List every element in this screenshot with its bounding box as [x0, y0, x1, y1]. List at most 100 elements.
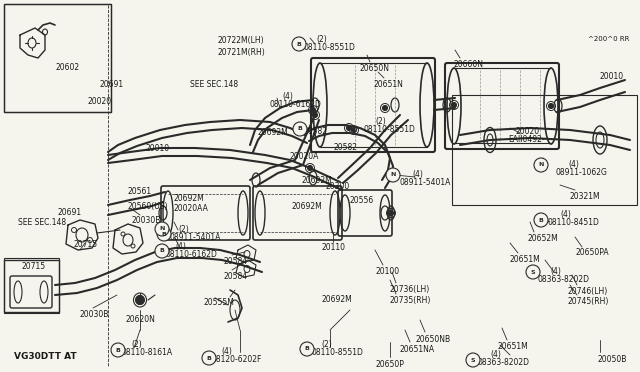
- Text: 08911-1062G: 08911-1062G: [555, 168, 607, 177]
- Text: B: B: [159, 248, 164, 253]
- Text: 20010: 20010: [600, 72, 624, 81]
- Text: (4): (4): [412, 170, 423, 179]
- Ellipse shape: [548, 103, 554, 109]
- Text: B: B: [161, 231, 166, 237]
- Text: 08363-8202D: 08363-8202D: [537, 275, 589, 284]
- Text: (2): (2): [131, 340, 141, 349]
- Text: 20650NB: 20650NB: [415, 335, 450, 344]
- Text: 20650P: 20650P: [375, 360, 404, 369]
- Text: 20020: 20020: [516, 127, 540, 136]
- Text: 20650PA: 20650PA: [575, 248, 609, 257]
- Text: 20582: 20582: [304, 127, 328, 136]
- Text: 20050B: 20050B: [597, 355, 627, 364]
- Text: 20721M(RH): 20721M(RH): [217, 48, 265, 57]
- Text: 20652M: 20652M: [527, 234, 557, 243]
- Text: 20030B: 20030B: [131, 216, 161, 225]
- Text: N: N: [538, 163, 544, 167]
- Text: 20555M: 20555M: [203, 298, 234, 307]
- Text: 20692M: 20692M: [291, 202, 322, 211]
- Bar: [452, 95, 637, 205]
- Text: 20660N: 20660N: [453, 60, 483, 69]
- Text: 20736(LH): 20736(LH): [390, 285, 430, 294]
- Text: N: N: [390, 173, 396, 177]
- Ellipse shape: [383, 106, 387, 110]
- Text: (4): (4): [175, 242, 186, 251]
- Text: 20651M: 20651M: [510, 255, 541, 264]
- Text: (2): (2): [375, 117, 386, 126]
- Ellipse shape: [312, 112, 317, 118]
- Text: 08110-6162D: 08110-6162D: [165, 250, 217, 259]
- Text: (2): (2): [321, 340, 332, 349]
- Text: 20584: 20584: [224, 257, 248, 266]
- Circle shape: [293, 122, 307, 136]
- Circle shape: [534, 213, 548, 227]
- Text: VG30DTT AT: VG30DTT AT: [14, 352, 77, 361]
- Text: 20651N: 20651N: [373, 80, 403, 89]
- Ellipse shape: [351, 128, 356, 132]
- Text: 08110-8551D: 08110-8551D: [312, 348, 364, 357]
- Ellipse shape: [310, 108, 316, 112]
- Text: 20300: 20300: [325, 182, 349, 191]
- Circle shape: [292, 37, 306, 51]
- Text: 20746(LH): 20746(LH): [567, 287, 607, 296]
- Text: B: B: [116, 347, 120, 353]
- Ellipse shape: [307, 166, 312, 170]
- Text: 20030B: 20030B: [80, 310, 109, 319]
- Text: S: S: [531, 269, 535, 275]
- Text: 20715: 20715: [73, 240, 97, 249]
- Text: B: B: [539, 218, 543, 222]
- Text: 20722M(LH): 20722M(LH): [217, 36, 264, 45]
- Circle shape: [466, 353, 480, 367]
- Text: 08110-6162D: 08110-6162D: [270, 100, 322, 109]
- Text: (4): (4): [221, 347, 232, 356]
- Text: 08110-8551D: 08110-8551D: [363, 125, 415, 134]
- Text: 08110-8451D: 08110-8451D: [547, 218, 599, 227]
- Text: 20321M: 20321M: [570, 192, 600, 201]
- Text: B: B: [298, 126, 303, 131]
- Text: 20582: 20582: [334, 143, 358, 152]
- Text: 20692M: 20692M: [321, 295, 352, 304]
- Ellipse shape: [136, 295, 144, 305]
- Text: 20651M: 20651M: [497, 342, 528, 351]
- Ellipse shape: [388, 211, 394, 215]
- Text: 20692M: 20692M: [302, 176, 333, 185]
- Text: 20692M: 20692M: [173, 194, 204, 203]
- Ellipse shape: [138, 298, 143, 302]
- Text: 20010: 20010: [145, 144, 169, 153]
- Text: 20584: 20584: [224, 272, 248, 281]
- Text: 08110-8161A: 08110-8161A: [122, 348, 173, 357]
- Text: 20020: 20020: [88, 97, 112, 106]
- Text: 20691: 20691: [57, 208, 81, 217]
- Bar: [4, 4, 111, 112]
- Bar: [4, 260, 59, 312]
- Text: (2): (2): [178, 225, 189, 234]
- Text: SEE SEC.148: SEE SEC.148: [18, 218, 66, 227]
- Text: (2): (2): [316, 35, 327, 44]
- Bar: [4, 258, 59, 313]
- Circle shape: [202, 351, 216, 365]
- Text: S: S: [470, 357, 476, 362]
- Text: 08911-5401A: 08911-5401A: [399, 178, 451, 187]
- Text: 20110: 20110: [322, 243, 346, 252]
- Ellipse shape: [596, 132, 604, 148]
- Text: 20715: 20715: [22, 262, 46, 271]
- Text: (4): (4): [560, 210, 571, 219]
- Ellipse shape: [346, 125, 351, 131]
- Ellipse shape: [487, 134, 493, 146]
- Ellipse shape: [451, 103, 456, 108]
- Text: 08911-5401A: 08911-5401A: [170, 233, 221, 242]
- Text: (4): (4): [550, 267, 561, 276]
- Text: 20735(RH): 20735(RH): [390, 296, 431, 305]
- Text: (4): (4): [568, 160, 579, 169]
- Text: (4): (4): [490, 350, 501, 359]
- Text: (4): (4): [282, 92, 293, 101]
- Text: ^200^0 RR: ^200^0 RR: [588, 36, 629, 42]
- Text: 20556: 20556: [349, 196, 373, 205]
- Text: B: B: [296, 42, 301, 46]
- Text: 08120-6202F: 08120-6202F: [212, 355, 262, 364]
- Text: 20560(US): 20560(US): [128, 202, 168, 211]
- Circle shape: [155, 222, 169, 236]
- Circle shape: [386, 168, 400, 182]
- Text: 20620N: 20620N: [126, 315, 156, 324]
- Text: 20745(RH): 20745(RH): [567, 297, 609, 306]
